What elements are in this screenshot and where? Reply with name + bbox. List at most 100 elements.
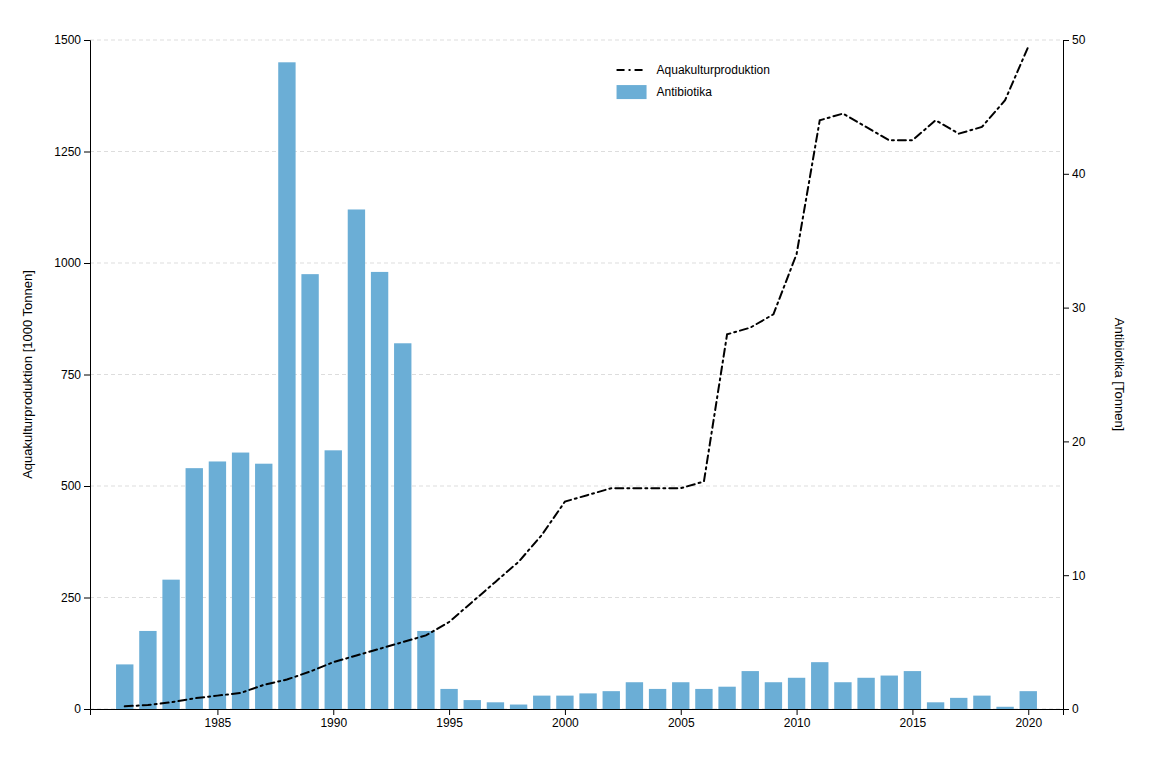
bar	[116, 664, 133, 709]
bar	[348, 209, 365, 709]
tick-mark	[1063, 174, 1069, 175]
bar	[811, 662, 828, 709]
bar	[232, 453, 249, 709]
tick-mark	[449, 709, 450, 715]
tick-mark	[84, 152, 90, 153]
legend-label: Aquakulturproduktion	[657, 63, 770, 77]
tick-label: 1250	[54, 145, 81, 159]
tick-mark	[84, 486, 90, 487]
tick-label: 0	[74, 702, 81, 716]
tick-label: 500	[61, 479, 81, 493]
bar	[788, 678, 805, 709]
tick-label: 1985	[205, 716, 232, 730]
tick-mark	[84, 375, 90, 376]
grid-line	[90, 40, 1063, 41]
tick-label: 2010	[784, 716, 811, 730]
bar	[579, 693, 596, 709]
tick-mark	[1063, 441, 1069, 442]
tick-mark	[1063, 308, 1069, 309]
tick: 0	[1063, 702, 1079, 716]
tick: 40	[1063, 167, 1086, 181]
tick-label: 20	[1072, 435, 1086, 449]
bar	[464, 700, 481, 709]
tick: 0	[74, 702, 90, 716]
tick-label: 2000	[552, 716, 579, 730]
bar	[510, 705, 527, 709]
bar	[371, 272, 388, 709]
axis-line	[91, 710, 1064, 716]
tick: 1995	[436, 709, 463, 730]
bar	[301, 274, 318, 709]
bar	[881, 676, 898, 709]
bar	[718, 687, 735, 709]
marks	[116, 47, 1037, 709]
tick-label: 10	[1072, 569, 1086, 583]
tick-mark	[565, 709, 566, 715]
tick-label: 50	[1072, 33, 1086, 47]
bar	[278, 62, 295, 709]
tick-label: 0	[1072, 702, 1079, 716]
grid-line	[90, 151, 1063, 152]
bar	[1020, 691, 1037, 709]
tick-mark	[217, 709, 218, 715]
tick-mark	[84, 598, 90, 599]
y-axis-title: Aquakulturproduktion [1000 Tonnen]	[20, 270, 35, 479]
tick: 10	[1063, 569, 1086, 583]
bar	[440, 689, 457, 709]
tick-mark	[1063, 709, 1069, 710]
legend-swatch	[617, 85, 647, 99]
bar	[626, 682, 643, 709]
bar	[834, 682, 851, 709]
tick: 20	[1063, 435, 1086, 449]
legend-swatch	[617, 69, 647, 71]
bar	[695, 689, 712, 709]
tick-mark	[1063, 575, 1069, 576]
bar	[765, 682, 782, 709]
bar	[904, 671, 921, 709]
tick: 1985	[205, 709, 232, 730]
tick: 2005	[668, 709, 695, 730]
tick: 2020	[1015, 709, 1042, 730]
bar	[209, 461, 226, 709]
legend-item: Aquakulturproduktion	[617, 63, 770, 77]
tick-mark	[84, 40, 90, 41]
tick-mark	[1028, 709, 1029, 715]
bar	[672, 682, 689, 709]
bar	[417, 631, 434, 709]
y2-axis: 0 10 20 30 40 50	[1063, 33, 1086, 716]
bar	[394, 343, 411, 709]
chart: 1985199019952000200520102015202002505007…	[0, 0, 1153, 769]
y-axis: 0250500750100012501500	[54, 33, 90, 716]
bar	[255, 464, 272, 709]
tick: 2010	[784, 709, 811, 730]
bar-series	[116, 62, 1037, 709]
tick: 500	[61, 479, 90, 493]
tick: 1000	[54, 256, 90, 270]
y2-axis-title: Antibiotika [Tonnen]	[1112, 318, 1127, 431]
bar	[487, 702, 504, 709]
bar	[325, 450, 342, 709]
bar	[973, 696, 990, 709]
tick-label: 250	[61, 591, 81, 605]
legend-label: Antibiotika	[657, 85, 713, 99]
bar	[533, 696, 550, 709]
grid	[90, 40, 1063, 709]
tick: 30	[1063, 301, 1086, 315]
tick-label: 1500	[54, 33, 81, 47]
tick: 1250	[54, 145, 90, 159]
tick-mark	[1063, 40, 1069, 41]
tick-label: 2015	[900, 716, 927, 730]
legend: Aquakulturproduktion Antibiotika	[617, 63, 770, 99]
tick-mark	[681, 709, 682, 715]
tick-label: 2005	[668, 716, 695, 730]
bar	[139, 631, 156, 709]
bar	[186, 468, 203, 709]
tick: 1990	[320, 709, 347, 730]
bar	[996, 707, 1013, 709]
tick-mark	[84, 709, 90, 710]
grid-line	[90, 374, 1063, 375]
tick-mark	[333, 709, 334, 715]
tick-label: 1990	[320, 716, 347, 730]
bar	[927, 702, 944, 709]
line	[125, 47, 1029, 707]
